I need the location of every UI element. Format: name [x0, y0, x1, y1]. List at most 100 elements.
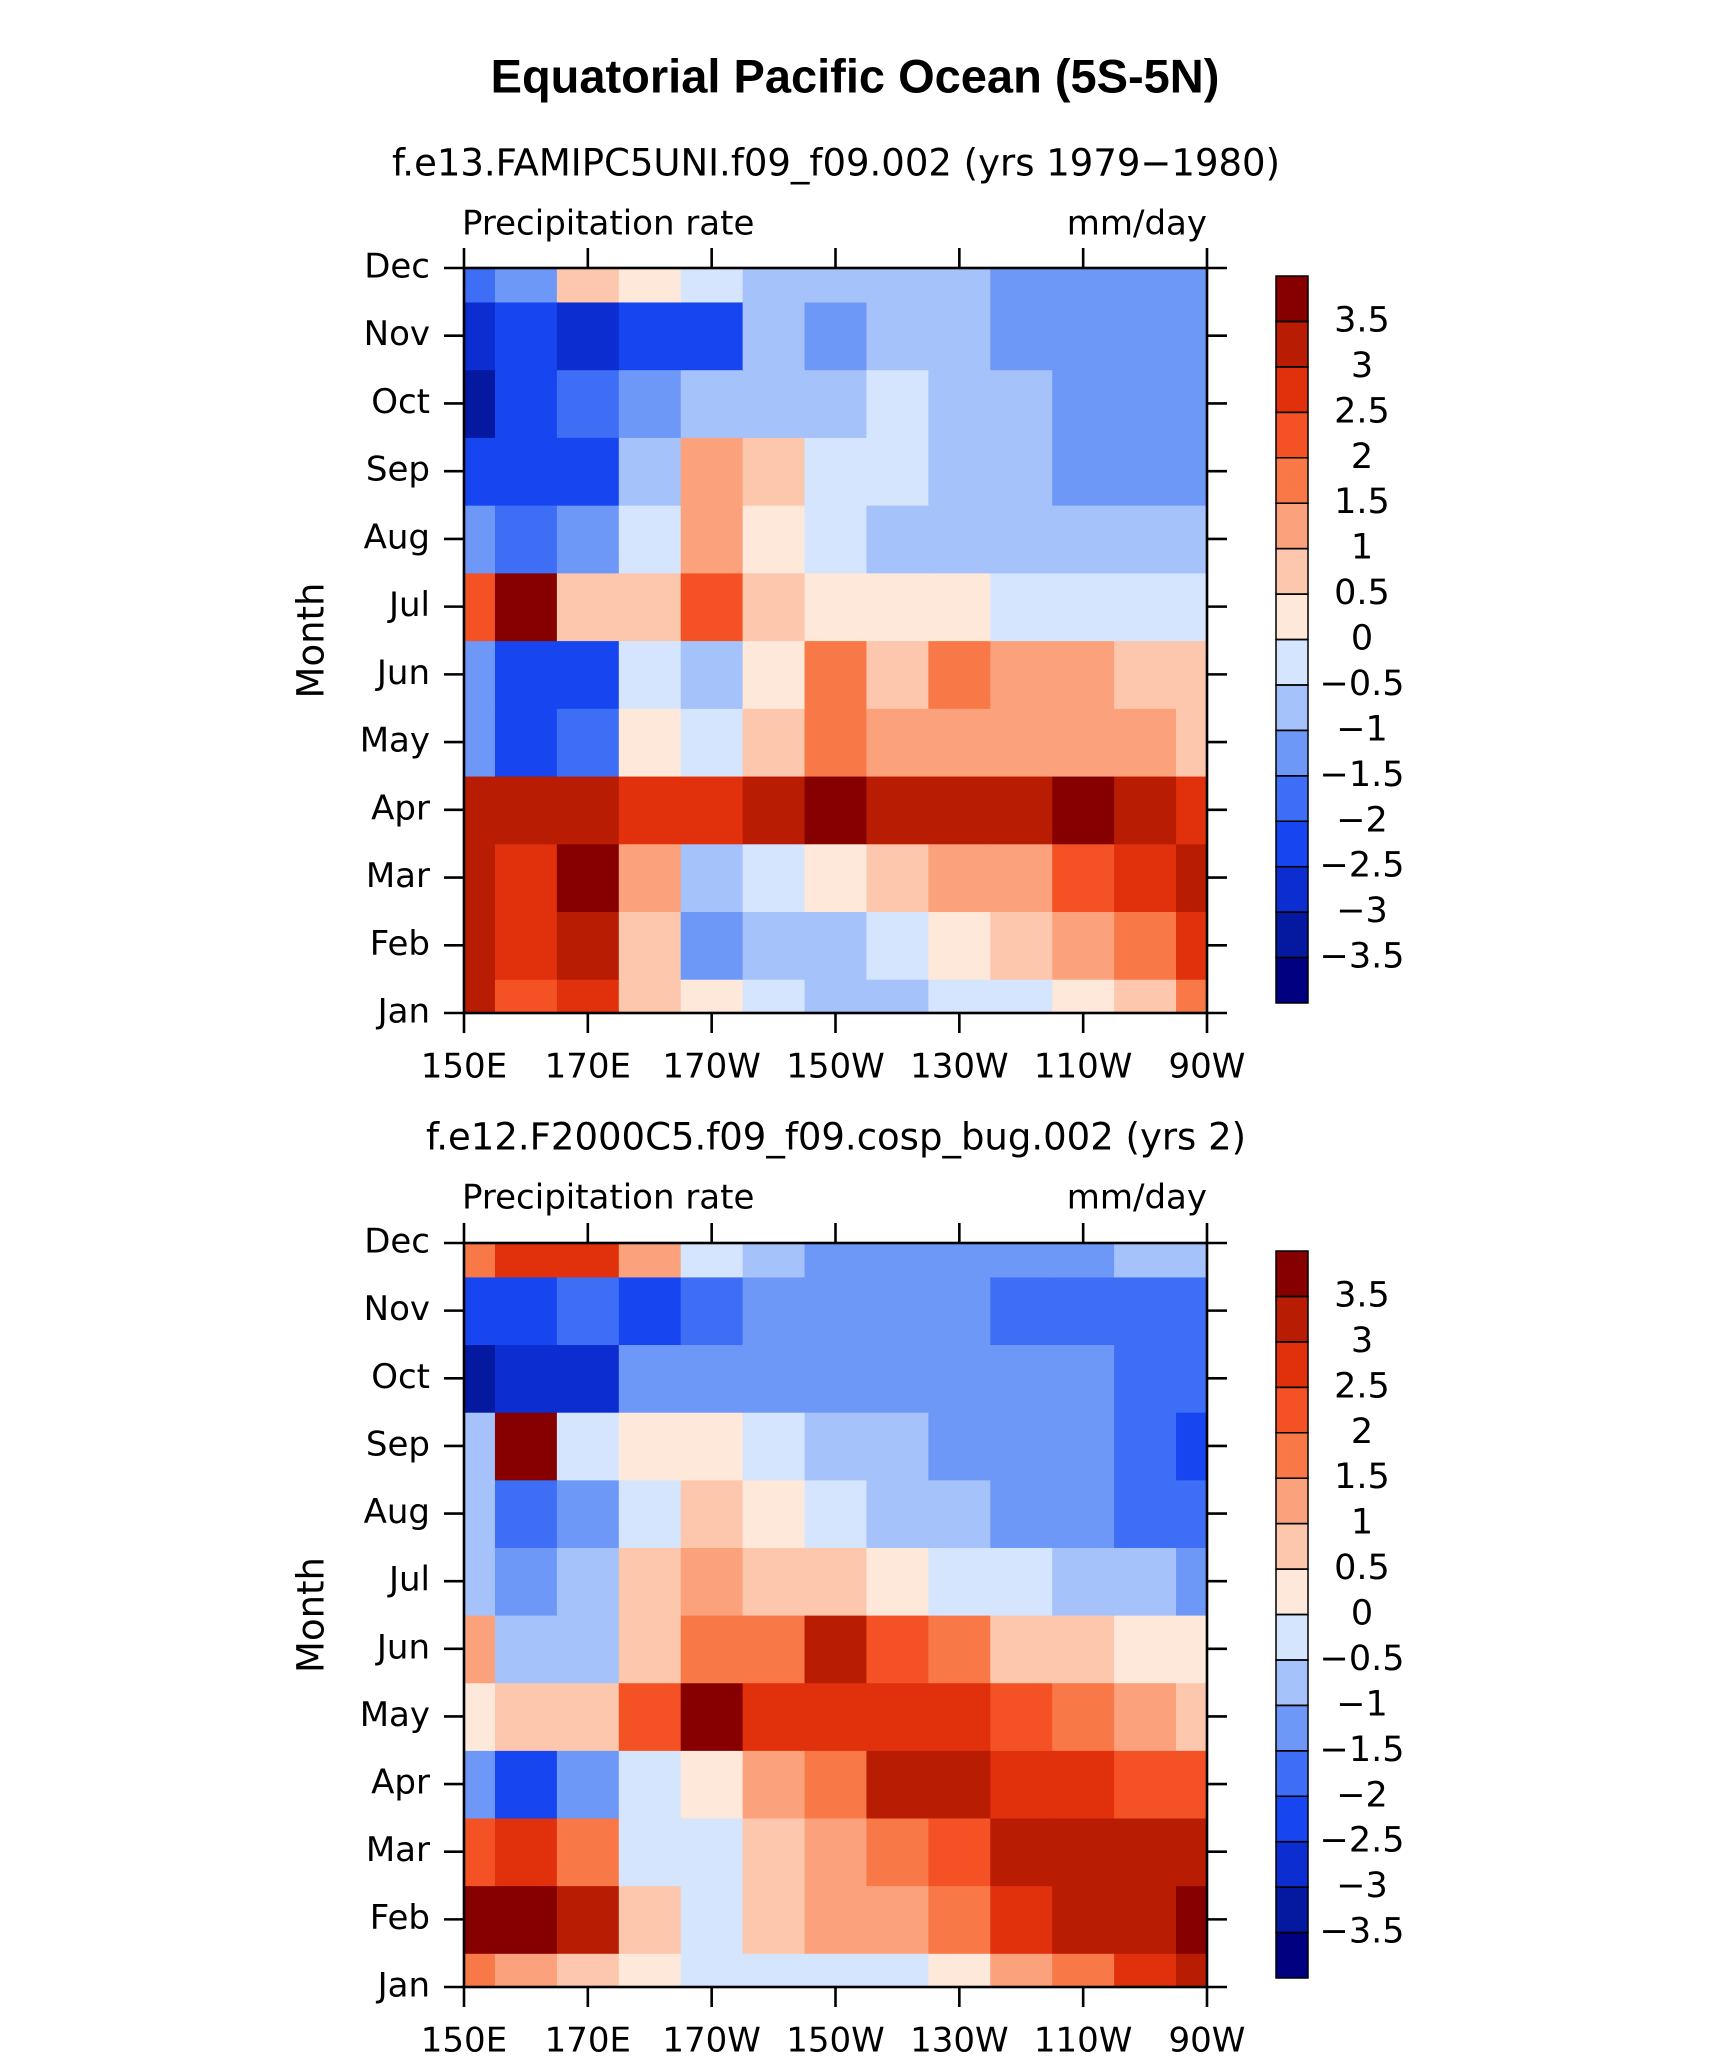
cell	[464, 1615, 496, 1684]
cell	[990, 775, 1053, 845]
cell	[680, 1276, 744, 1346]
cell	[1052, 1276, 1115, 1346]
cell	[742, 1682, 806, 1751]
cell	[464, 1276, 496, 1346]
cell	[618, 437, 682, 506]
cell	[866, 1412, 929, 1481]
cell	[556, 911, 620, 980]
cell	[742, 1243, 806, 1278]
cell	[928, 505, 991, 574]
colorbar-label: −3.5	[1320, 937, 1405, 977]
cell	[464, 505, 496, 574]
cell	[1052, 708, 1115, 777]
x-tick-label: 150W	[786, 2021, 885, 2061]
cell	[990, 1412, 1053, 1481]
cell	[1052, 437, 1115, 506]
cell	[464, 843, 496, 913]
cell	[866, 1243, 929, 1278]
cell	[1052, 301, 1115, 371]
colorbar-label: 3.5	[1334, 1275, 1390, 1315]
cell	[680, 1344, 744, 1413]
cell	[742, 843, 806, 913]
cell	[680, 1885, 744, 1954]
cell	[618, 301, 682, 371]
cell	[742, 301, 806, 371]
cell	[464, 640, 496, 709]
cell	[1114, 572, 1177, 642]
cell	[742, 1412, 806, 1481]
cell	[1176, 369, 1208, 438]
cell	[494, 268, 558, 303]
cell	[1176, 708, 1208, 777]
colorbar-box	[1275, 457, 1309, 504]
cell	[804, 775, 868, 845]
colorbar-label: −2.5	[1320, 1821, 1405, 1861]
cell	[1114, 1615, 1177, 1684]
cell	[804, 301, 868, 371]
cell	[1114, 1412, 1177, 1481]
colorbar-label: −2.5	[1320, 846, 1405, 886]
cell	[928, 1344, 991, 1413]
cell	[680, 1615, 744, 1684]
cell	[928, 1276, 991, 1346]
cell	[804, 1953, 868, 1988]
panel: f.e13.FAMIPC5UNI.f09_f09.002 (yrs 1979−1…	[290, 142, 1405, 1087]
cell	[804, 1817, 868, 1887]
cell	[742, 1953, 806, 1988]
cell	[556, 708, 620, 777]
colorbar-box	[1275, 729, 1309, 777]
colorbar-label: 0.5	[1334, 1548, 1390, 1588]
cell	[618, 1276, 682, 1346]
cell	[556, 1953, 620, 1988]
colorbar-box	[1275, 411, 1309, 459]
cell	[1052, 1547, 1115, 1616]
cell	[928, 572, 991, 642]
cell	[1052, 843, 1115, 913]
cell	[1114, 1243, 1177, 1278]
colorbar-label: −1.5	[1320, 1730, 1405, 1770]
cell	[866, 268, 929, 303]
cell	[1114, 301, 1177, 371]
x-tick-label: 90W	[1169, 2021, 1246, 2061]
cell	[928, 775, 991, 845]
cell	[556, 1817, 620, 1887]
cell	[866, 708, 929, 777]
cell	[742, 979, 806, 1014]
colorbar-label: −1.5	[1320, 755, 1405, 795]
y-tick-label: Dec	[364, 247, 430, 287]
cell	[464, 1243, 496, 1278]
cell	[866, 775, 929, 845]
cell	[618, 268, 682, 303]
cell	[1176, 640, 1208, 709]
cell	[464, 1817, 496, 1887]
y-tick-label: Aug	[364, 517, 430, 557]
colorbar-box	[1275, 1522, 1309, 1570]
cell	[556, 301, 620, 371]
cell	[1176, 572, 1208, 642]
cell	[804, 1682, 868, 1751]
cell	[494, 505, 558, 574]
cell	[494, 1412, 558, 1481]
colorbar-label: 1	[1351, 1503, 1373, 1543]
cell	[742, 1885, 806, 1954]
cell	[464, 301, 496, 371]
colorbar-label: −3	[1336, 1866, 1388, 1906]
cell	[464, 1750, 496, 1819]
cell	[928, 843, 991, 913]
cell	[866, 1817, 929, 1887]
cell	[618, 1817, 682, 1887]
cell	[804, 1885, 868, 1954]
cell	[1052, 911, 1115, 980]
colorbar-box	[1275, 956, 1309, 1004]
cell	[742, 1344, 806, 1413]
y-axis-label: Month	[290, 583, 333, 699]
subtitle: f.e13.FAMIPC5UNI.f09_f09.002 (yrs 1979−1…	[392, 142, 1280, 185]
cell	[866, 1276, 929, 1346]
cell	[1052, 369, 1115, 438]
cell	[464, 437, 496, 506]
cell	[928, 708, 991, 777]
colorbar-label: 3	[1351, 1321, 1373, 1361]
colorbar-box	[1275, 593, 1309, 641]
cell	[866, 843, 929, 913]
cell	[556, 775, 620, 845]
